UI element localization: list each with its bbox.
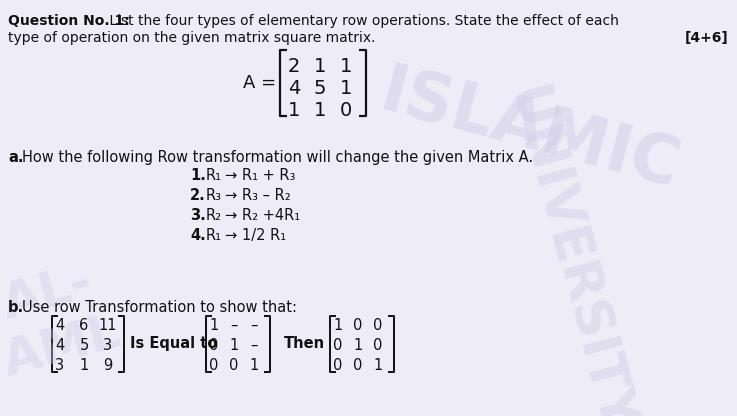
Text: 6: 6 (80, 318, 88, 333)
Text: 0: 0 (209, 358, 219, 373)
Text: [4+6]: [4+6] (685, 31, 729, 45)
Text: Question No. 1:: Question No. 1: (8, 14, 130, 28)
Text: 4: 4 (288, 79, 300, 98)
Text: 1: 1 (340, 57, 352, 76)
Text: 0: 0 (333, 338, 343, 353)
Text: Then: Then (284, 336, 325, 351)
Text: R₁: R₁ (206, 228, 222, 243)
Text: 5: 5 (314, 79, 326, 98)
Text: ISLAMIC: ISLAMIC (373, 58, 687, 202)
Text: –: – (230, 318, 238, 333)
Text: 1: 1 (249, 358, 259, 373)
Text: List the four types of elementary row operations. State the effect of each: List the four types of elementary row op… (105, 14, 619, 28)
Text: 0: 0 (374, 338, 383, 353)
Text: 1/2 R₁: 1/2 R₁ (242, 228, 286, 243)
Text: 0: 0 (333, 358, 343, 373)
Text: AL-
AML: AL- AML (0, 255, 127, 386)
Text: b.: b. (8, 300, 24, 315)
Text: –: – (251, 318, 258, 333)
Text: 0: 0 (374, 318, 383, 333)
Text: 4: 4 (55, 338, 65, 353)
Text: →: → (224, 168, 237, 183)
Text: 0: 0 (340, 101, 352, 120)
Text: 0: 0 (229, 358, 239, 373)
Text: How the following Row transformation will change the given Matrix A.: How the following Row transformation wil… (22, 150, 533, 165)
Text: R₂ +4R₁: R₂ +4R₁ (242, 208, 300, 223)
Text: a.: a. (8, 150, 24, 165)
Text: 11: 11 (99, 318, 117, 333)
Text: 1: 1 (229, 338, 239, 353)
Text: 1: 1 (314, 101, 326, 120)
Text: 3: 3 (55, 358, 65, 373)
Text: 1: 1 (374, 358, 383, 373)
Text: R₁ + R₃: R₁ + R₃ (242, 168, 296, 183)
Text: type of operation on the given matrix square matrix.: type of operation on the given matrix sq… (8, 31, 375, 45)
Text: →: → (224, 228, 237, 243)
Text: 5: 5 (80, 338, 88, 353)
Text: 3: 3 (103, 338, 113, 353)
Text: 4.: 4. (190, 228, 206, 243)
Text: 0: 0 (209, 338, 219, 353)
Text: 2.: 2. (190, 188, 206, 203)
Text: 2: 2 (288, 57, 300, 76)
Text: 9: 9 (103, 358, 113, 373)
Text: 1: 1 (353, 338, 363, 353)
Text: UNIVERSITY: UNIVERSITY (499, 82, 641, 416)
Text: 1: 1 (80, 358, 88, 373)
Text: 0: 0 (353, 318, 363, 333)
Text: →: → (224, 208, 237, 223)
Text: →: → (224, 188, 237, 203)
Text: 1: 1 (340, 79, 352, 98)
Text: –: – (251, 338, 258, 353)
Text: A =: A = (243, 74, 276, 92)
Text: 1: 1 (333, 318, 343, 333)
Text: 0: 0 (353, 358, 363, 373)
Text: R₂: R₂ (206, 208, 222, 223)
Text: R₃: R₃ (206, 188, 222, 203)
Text: 1: 1 (288, 101, 300, 120)
Text: 1: 1 (209, 318, 219, 333)
Text: 3.: 3. (190, 208, 206, 223)
Text: 1.: 1. (190, 168, 206, 183)
Text: R₁: R₁ (206, 168, 222, 183)
Text: Is Equal to: Is Equal to (130, 336, 217, 351)
Text: R₃ – R₂: R₃ – R₂ (242, 188, 291, 203)
Text: 4: 4 (55, 318, 65, 333)
Text: 1: 1 (314, 57, 326, 76)
Text: Use row Transformation to show that:: Use row Transformation to show that: (22, 300, 297, 315)
